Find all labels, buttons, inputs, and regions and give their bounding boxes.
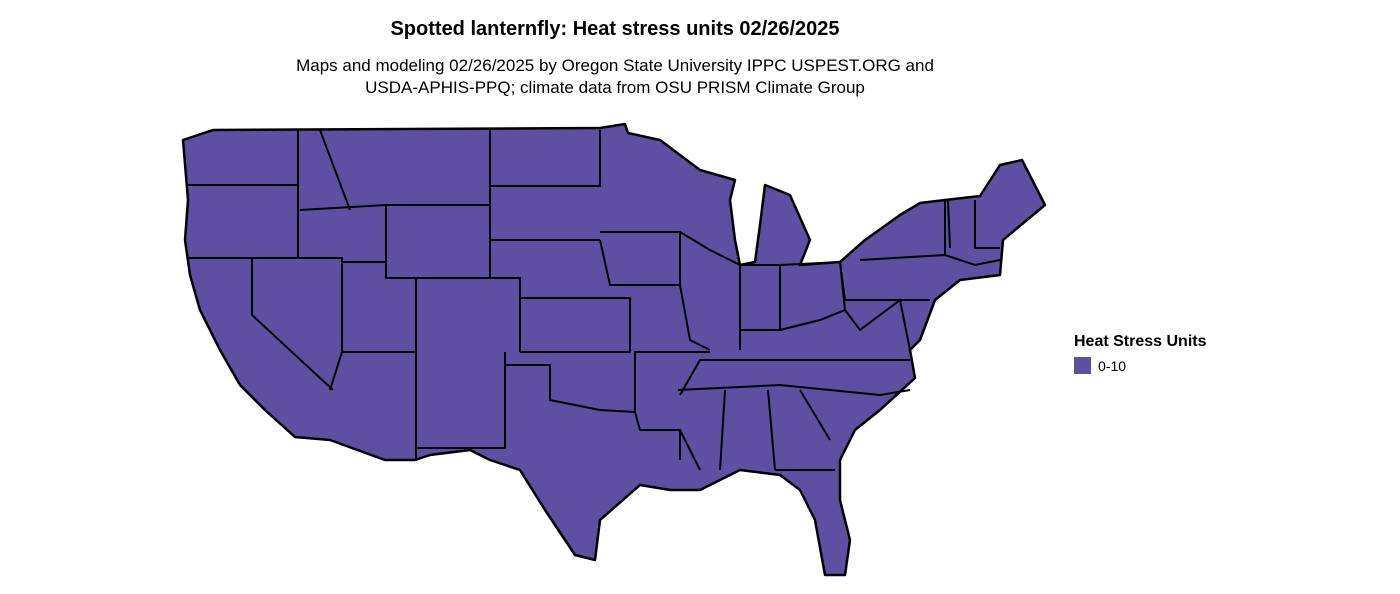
legend-swatch xyxy=(1074,357,1091,374)
legend-title: Heat Stress Units xyxy=(1074,333,1207,350)
state-borders xyxy=(188,129,1001,471)
legend-label: 0-10 xyxy=(1098,357,1127,374)
map-subtitle: Maps and modeling 02/26/2025 by Oregon S… xyxy=(0,55,1230,99)
legend-item: 0-10 xyxy=(1074,357,1207,374)
subtitle-line-1: Maps and modeling 02/26/2025 by Oregon S… xyxy=(296,56,934,75)
subtitle-line-2: USDA-APHIS-PPQ; climate data from OSU PR… xyxy=(365,78,865,97)
map-title: Spotted lanternfly: Heat stress units 02… xyxy=(390,18,840,40)
legend: Heat Stress Units 0-10 xyxy=(1074,333,1207,374)
us-outline xyxy=(181,122,1047,577)
